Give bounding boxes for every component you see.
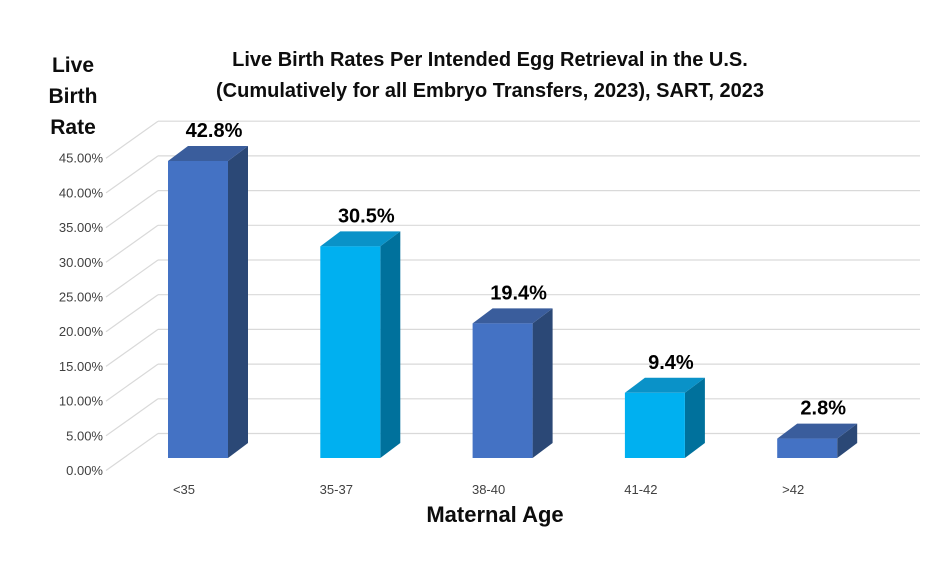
bar-top-face bbox=[168, 145, 248, 161]
bar-top-face bbox=[472, 308, 553, 324]
x-category-label: <35 bbox=[173, 482, 195, 497]
x-category-label: >42 bbox=[782, 482, 804, 497]
y-axis-title: Live Birth Rate bbox=[38, 50, 108, 143]
bars-group bbox=[168, 145, 858, 458]
x-axis-title: Maternal Age bbox=[426, 502, 564, 527]
tick-leader-line bbox=[105, 120, 159, 159]
bar-side-face bbox=[228, 145, 248, 458]
tick-leader-line bbox=[105, 433, 159, 471]
bar-side-face bbox=[380, 231, 401, 458]
bar-side-face bbox=[684, 377, 705, 458]
x-category-label: 35-37 bbox=[320, 482, 353, 497]
tick-leader-line bbox=[105, 190, 159, 229]
bar-front-face bbox=[624, 392, 685, 458]
y-tick-label: 15.00% bbox=[59, 359, 104, 374]
y-tick-label: 45.00% bbox=[59, 151, 104, 166]
y-axis-title-line1: Live bbox=[51, 54, 95, 77]
bar-top-face bbox=[777, 423, 858, 439]
bar-value-label: 2.8% bbox=[800, 398, 846, 420]
bar-top-face bbox=[320, 231, 401, 247]
y-tick-label: 20.00% bbox=[59, 324, 104, 339]
tick-leader-line bbox=[105, 294, 159, 333]
y-tick-label: 5.00% bbox=[66, 428, 103, 443]
bar-front-face bbox=[320, 246, 381, 458]
y-tick-label: 30.00% bbox=[59, 255, 104, 270]
bar-value-label: 42.8% bbox=[186, 120, 243, 142]
bar-value-label: 30.5% bbox=[338, 205, 395, 227]
y-tick-label: 0.00% bbox=[66, 463, 103, 478]
tick-leader-line bbox=[105, 155, 159, 194]
chart-title: Live Birth Rates Per Intended Egg Retrie… bbox=[158, 45, 822, 107]
tick-leader-line bbox=[105, 224, 159, 263]
y-axis-title-line2: Birth bbox=[48, 85, 98, 108]
y-tick-label: 10.00% bbox=[59, 394, 104, 409]
bar-front-face bbox=[472, 323, 533, 458]
bar-front-face bbox=[777, 438, 838, 458]
bar-value-label: 9.4% bbox=[648, 352, 694, 374]
bar-side-face bbox=[532, 308, 553, 458]
tick-leader-line bbox=[105, 398, 159, 437]
x-category-label: 41-42 bbox=[624, 482, 657, 497]
y-tick-label: 40.00% bbox=[59, 185, 104, 200]
bar-value-label: 19.4% bbox=[490, 282, 547, 304]
y-tick-label: 35.00% bbox=[59, 220, 104, 235]
labels-group: 0.00% 5.00% 10.00% 15.00% 20.00% 25.00% 30.00%… bbox=[59, 120, 846, 497]
tick-leader-line bbox=[105, 328, 159, 367]
bar-front-face bbox=[168, 160, 228, 458]
y-axis-title-line3: Rate bbox=[50, 116, 96, 139]
x-category-label: 38-40 bbox=[472, 482, 505, 497]
y-tick-label: 25.00% bbox=[59, 290, 104, 305]
tick-leader-line bbox=[105, 363, 159, 402]
tick-leader-line bbox=[105, 259, 159, 298]
chart-title-line1: Live Birth Rates Per Intended Egg Retrie… bbox=[232, 49, 748, 71]
bar-side-face bbox=[837, 423, 858, 458]
bar-top-face bbox=[624, 377, 705, 393]
chart-title-line2: (Cumulatively for all Embryo Transfers, … bbox=[216, 80, 764, 102]
